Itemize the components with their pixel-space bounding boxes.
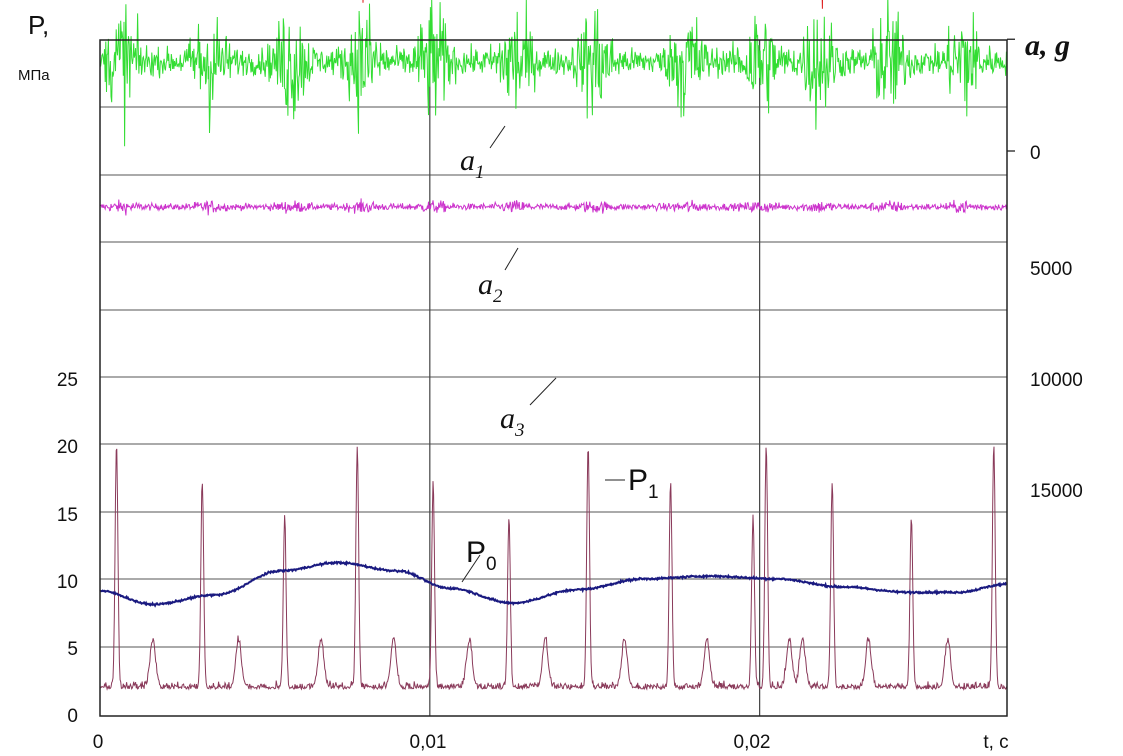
series-p1-line xyxy=(99,446,1008,691)
a1-leader-line xyxy=(489,125,506,149)
tick-marks xyxy=(1007,38,1015,152)
left-tick-label: 0 xyxy=(67,706,78,727)
right-axis-title: a, g xyxy=(1025,29,1070,62)
left-axis-title: P, xyxy=(28,10,49,40)
a1-series-label: a1 xyxy=(460,144,485,183)
left-axis-unit: МПа xyxy=(18,67,50,84)
x-tick-label: 0,02 xyxy=(734,732,771,753)
a3-leader-line xyxy=(529,377,557,406)
right-tick-label: 0 xyxy=(1030,143,1041,164)
p1-series-label: P1 xyxy=(628,464,659,503)
series-a1-line xyxy=(99,198,1008,216)
grid-lines xyxy=(100,40,1007,716)
p0-leader-line xyxy=(461,554,481,583)
right-tick-label: 15000 xyxy=(1030,481,1083,502)
left-tick-label: 10 xyxy=(57,572,78,593)
a2-series-label: a2 xyxy=(478,268,503,307)
left-tick-label: 5 xyxy=(67,639,78,660)
left-tick-label: 20 xyxy=(57,437,78,458)
a3-series-label: a3 xyxy=(500,402,525,441)
series-a3-line xyxy=(362,0,823,9)
a2-leader-line xyxy=(504,247,519,271)
left-tick-label: 25 xyxy=(57,370,78,391)
left-tick-label: 15 xyxy=(57,505,78,526)
x-tick-label: 0,01 xyxy=(410,732,447,753)
p0-series-label: P0 xyxy=(466,536,497,575)
right-tick-label: 10000 xyxy=(1030,370,1083,391)
x-tick-label: 0 xyxy=(93,732,104,753)
series-layer xyxy=(99,0,1008,691)
series-a2-line xyxy=(99,0,1008,147)
plot-frame xyxy=(99,39,1008,717)
x-axis-label: t, c xyxy=(983,732,1008,753)
series-p0-line xyxy=(99,560,1008,608)
right-tick-label: 5000 xyxy=(1030,259,1072,280)
